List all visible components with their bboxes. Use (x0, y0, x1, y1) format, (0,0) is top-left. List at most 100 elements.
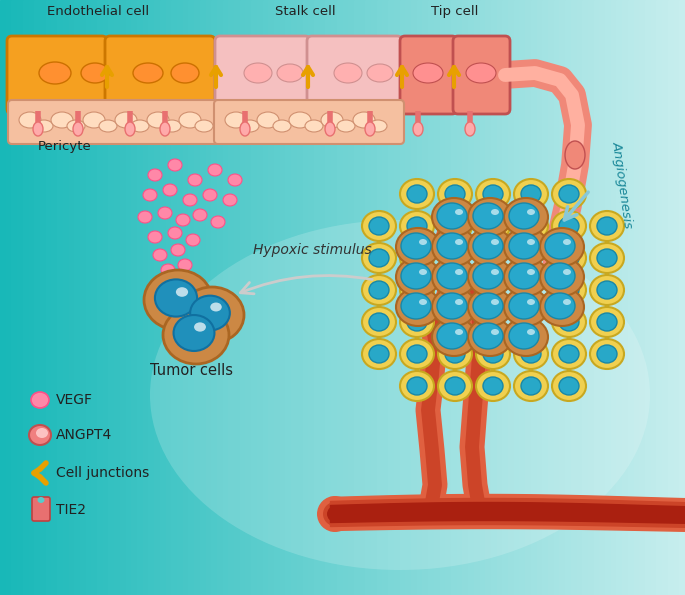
Ellipse shape (514, 179, 548, 209)
Ellipse shape (468, 258, 512, 296)
Bar (5, 0, 12, 595)
Ellipse shape (468, 318, 512, 356)
Bar (588, 0, 595, 595)
Bar (23, 0, 29, 595)
Bar (274, 0, 281, 595)
Ellipse shape (552, 275, 586, 305)
Ellipse shape (407, 281, 427, 299)
Ellipse shape (176, 287, 188, 297)
Ellipse shape (432, 258, 476, 296)
Ellipse shape (171, 244, 185, 256)
Ellipse shape (194, 322, 206, 331)
Bar (97, 0, 103, 595)
Bar (114, 0, 121, 595)
Ellipse shape (437, 263, 467, 289)
Bar (228, 0, 235, 595)
Bar (12, 0, 18, 595)
Ellipse shape (521, 217, 541, 235)
Ellipse shape (552, 339, 586, 369)
Bar (485, 0, 492, 595)
Ellipse shape (362, 243, 396, 273)
Bar (531, 0, 538, 595)
Bar (634, 0, 640, 595)
Ellipse shape (509, 293, 539, 319)
Bar (257, 0, 264, 595)
Ellipse shape (413, 122, 423, 136)
Ellipse shape (211, 216, 225, 228)
Bar (457, 0, 463, 595)
Ellipse shape (468, 228, 512, 266)
Bar (440, 0, 446, 595)
Bar (519, 0, 526, 595)
Ellipse shape (552, 179, 586, 209)
Ellipse shape (400, 211, 434, 241)
Ellipse shape (563, 269, 571, 275)
Ellipse shape (445, 377, 465, 395)
Ellipse shape (33, 122, 43, 136)
Ellipse shape (466, 63, 496, 83)
Ellipse shape (203, 189, 217, 201)
FancyBboxPatch shape (7, 36, 107, 114)
Ellipse shape (432, 318, 476, 356)
Bar (183, 0, 189, 595)
Ellipse shape (400, 243, 434, 273)
Ellipse shape (432, 288, 476, 326)
Ellipse shape (161, 264, 175, 276)
Ellipse shape (419, 269, 427, 275)
Bar (171, 0, 178, 595)
Ellipse shape (509, 323, 539, 349)
Text: Tumor cells: Tumor cells (151, 363, 234, 378)
Ellipse shape (171, 63, 199, 83)
Bar (508, 0, 514, 595)
Ellipse shape (432, 198, 476, 236)
FancyBboxPatch shape (453, 36, 510, 114)
Bar (325, 0, 332, 595)
Bar (543, 0, 549, 595)
Ellipse shape (138, 211, 152, 223)
Ellipse shape (559, 249, 579, 267)
Bar (628, 0, 634, 595)
Ellipse shape (39, 62, 71, 84)
Ellipse shape (552, 307, 586, 337)
Ellipse shape (455, 209, 463, 215)
Bar (206, 0, 212, 595)
Ellipse shape (509, 233, 539, 259)
Bar (251, 0, 258, 595)
Ellipse shape (334, 63, 362, 83)
Bar (388, 0, 395, 595)
Ellipse shape (241, 120, 259, 132)
Ellipse shape (179, 112, 201, 128)
Ellipse shape (99, 120, 117, 132)
Ellipse shape (36, 428, 48, 438)
Ellipse shape (317, 496, 353, 532)
Bar (132, 0, 138, 595)
Bar (269, 0, 275, 595)
Ellipse shape (559, 185, 579, 203)
Bar (377, 0, 384, 595)
FancyBboxPatch shape (307, 36, 402, 114)
Ellipse shape (527, 269, 535, 275)
Bar (622, 0, 629, 595)
Bar (428, 0, 435, 595)
Ellipse shape (590, 339, 624, 369)
Bar (194, 0, 201, 595)
Bar (611, 0, 617, 595)
FancyBboxPatch shape (214, 100, 404, 144)
Bar (17, 0, 24, 595)
Bar (599, 0, 606, 595)
Ellipse shape (163, 120, 181, 132)
Ellipse shape (438, 211, 472, 241)
Ellipse shape (325, 122, 335, 136)
Text: TIE2: TIE2 (56, 503, 86, 517)
Ellipse shape (400, 275, 434, 305)
Bar (40, 0, 47, 595)
Ellipse shape (273, 120, 291, 132)
Ellipse shape (540, 258, 584, 296)
Bar (51, 0, 58, 595)
Ellipse shape (190, 296, 230, 330)
Ellipse shape (337, 120, 355, 132)
Text: Hypoxic stimulus: Hypoxic stimulus (253, 243, 371, 257)
Ellipse shape (437, 233, 467, 259)
Ellipse shape (597, 345, 617, 363)
Ellipse shape (527, 299, 535, 305)
